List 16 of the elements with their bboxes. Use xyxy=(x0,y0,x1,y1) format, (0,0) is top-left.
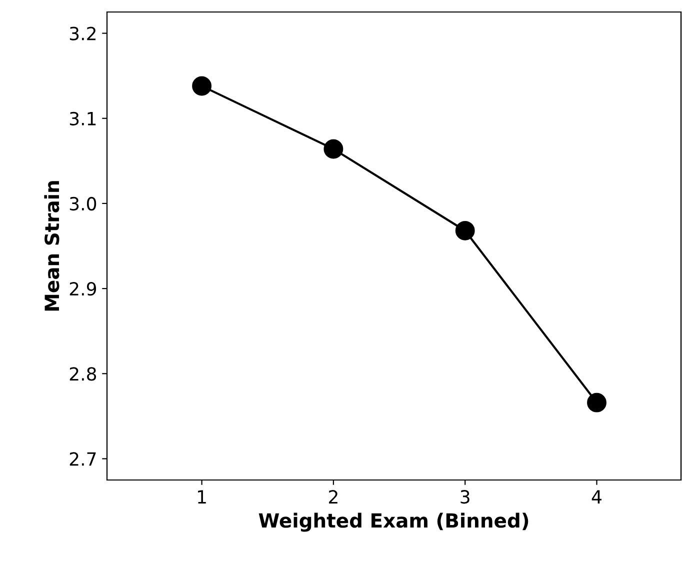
y-tick-label: 2.8 xyxy=(70,367,96,381)
y-tick-label: 3.0 xyxy=(70,196,96,211)
x-tick-label: 4 xyxy=(592,490,602,504)
y-tick-label: 2.7 xyxy=(70,452,96,466)
y-tick-label: 3.2 xyxy=(70,26,96,40)
x-axis-title: Weighted Exam (Binned) xyxy=(258,512,528,532)
y-axis-title: Mean Strain xyxy=(44,181,60,311)
point xyxy=(324,139,344,159)
x-tick-label: 1 xyxy=(198,490,206,504)
point xyxy=(455,220,475,240)
y-tick-label: 3.1 xyxy=(70,112,96,126)
point xyxy=(587,392,606,412)
y-tick-label: 2.9 xyxy=(70,282,96,296)
x-tick-label: 3 xyxy=(460,490,470,504)
x-tick-label: 2 xyxy=(329,490,338,504)
point xyxy=(192,76,212,96)
